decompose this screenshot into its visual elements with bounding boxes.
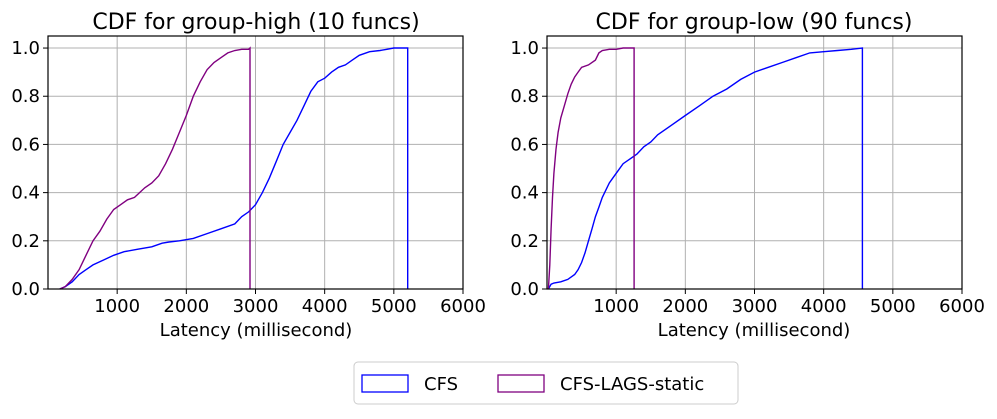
y-tick-label: 0.6 [11, 134, 40, 155]
y-tick-label: 0.4 [510, 183, 539, 204]
x-tick-label: 1000 [94, 296, 140, 317]
chart-panel-group-high: CDF for group-high (10 funcs) Latency (m… [11, 10, 486, 341]
y-tick-label: 1.0 [11, 38, 40, 59]
chart-title: CDF for group-low (90 funcs) [596, 10, 913, 35]
series-line-cfs-lags-static [547, 47, 635, 290]
x-tick-label: 1000 [593, 296, 639, 317]
legend-swatch-cfs-lags-static [497, 374, 545, 393]
y-tick-label: 0.6 [510, 134, 539, 155]
x-tick-label: 5000 [870, 296, 916, 317]
legend-swatch-cfs [361, 374, 409, 393]
legend: CFS CFS-LAGS-static [353, 361, 739, 405]
legend-label-cfs-lags-static: CFS-LAGS-static [560, 374, 704, 395]
series-line-cfs [59, 47, 409, 290]
x-tick-label: 2000 [662, 296, 708, 317]
y-tick-label: 0.8 [11, 86, 40, 107]
x-tick-label: 6000 [939, 296, 985, 317]
x-tick-label: 3000 [233, 296, 279, 317]
x-tick-label: 5000 [371, 296, 417, 317]
x-axis-label: Latency (millisecond) [658, 320, 851, 341]
y-tick-label: 0.2 [510, 231, 539, 252]
x-tick-label: 3000 [732, 296, 778, 317]
x-tick-label: 2000 [163, 296, 209, 317]
legend-label-cfs: CFS [424, 374, 458, 395]
y-tick-label: 0.0 [510, 279, 539, 300]
y-tick-label: 0.0 [11, 279, 40, 300]
series-line-cfs [547, 47, 864, 290]
x-axis-label: Latency (millisecond) [160, 320, 353, 341]
y-tick-label: 0.2 [11, 231, 40, 252]
legend-frame [353, 361, 739, 405]
y-tick-label: 0.4 [11, 183, 40, 204]
x-tick-label: 6000 [440, 296, 486, 317]
x-tick-label: 4000 [302, 296, 348, 317]
chart-title: CDF for group-high (10 funcs) [92, 10, 419, 35]
series-line-cfs-lags-static [59, 46, 251, 290]
y-tick-label: 0.8 [510, 86, 539, 107]
x-tick-label: 4000 [801, 296, 847, 317]
chart-panel-group-low: CDF for group-low (90 funcs) Latency (mi… [510, 10, 985, 341]
y-tick-label: 1.0 [510, 38, 539, 59]
